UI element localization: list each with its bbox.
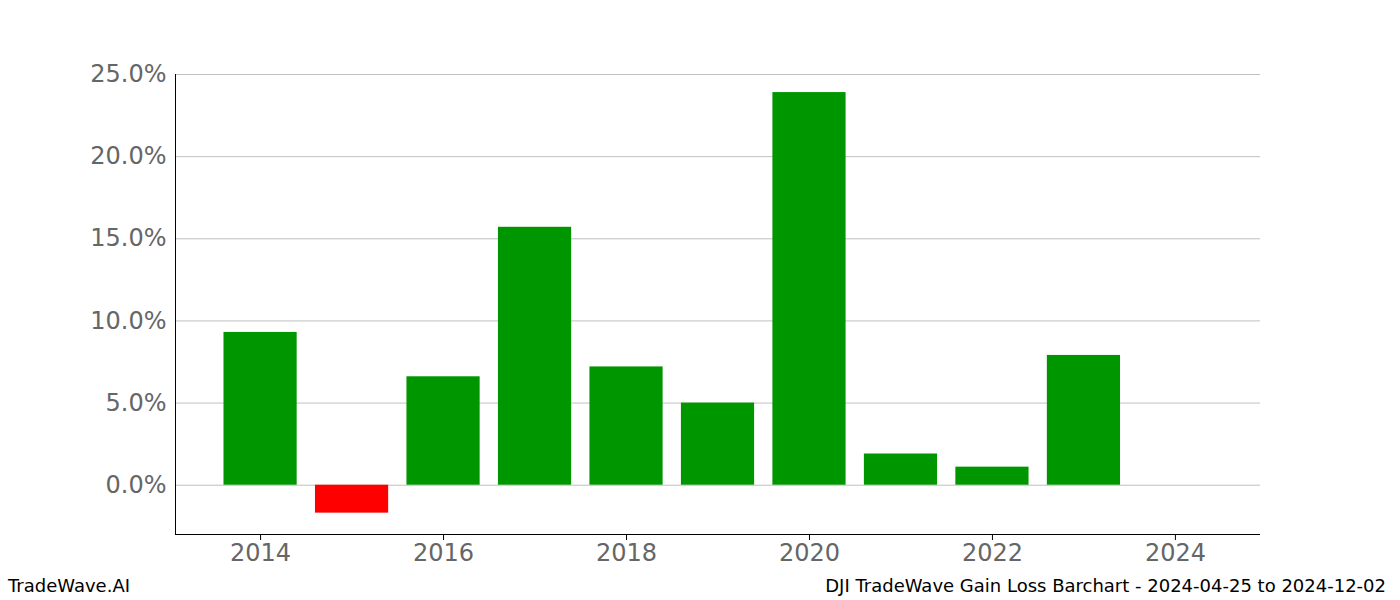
svg-text:2024: 2024 [1145, 539, 1206, 567]
svg-text:5.0%: 5.0% [106, 389, 167, 417]
svg-text:25.0%: 25.0% [90, 60, 166, 88]
svg-text:15.0%: 15.0% [90, 224, 166, 252]
svg-text:10.0%: 10.0% [90, 307, 166, 335]
svg-text:2018: 2018 [596, 539, 657, 567]
html-text:TradeWave.AI: TradeWave.AI [8, 575, 130, 596]
svg-text:2022: 2022 [962, 539, 1023, 567]
svg-text:2016: 2016 [413, 539, 474, 567]
svg-text:0.0%: 0.0% [106, 471, 167, 499]
html-text:DJI TradeWave Gain Loss Barcha: DJI TradeWave Gain Loss Barchart - 2024-… [825, 575, 1386, 596]
svg-text:2020: 2020 [779, 539, 840, 567]
svg-text:2014: 2014 [230, 539, 291, 567]
svg-text:20.0%: 20.0% [90, 142, 166, 170]
